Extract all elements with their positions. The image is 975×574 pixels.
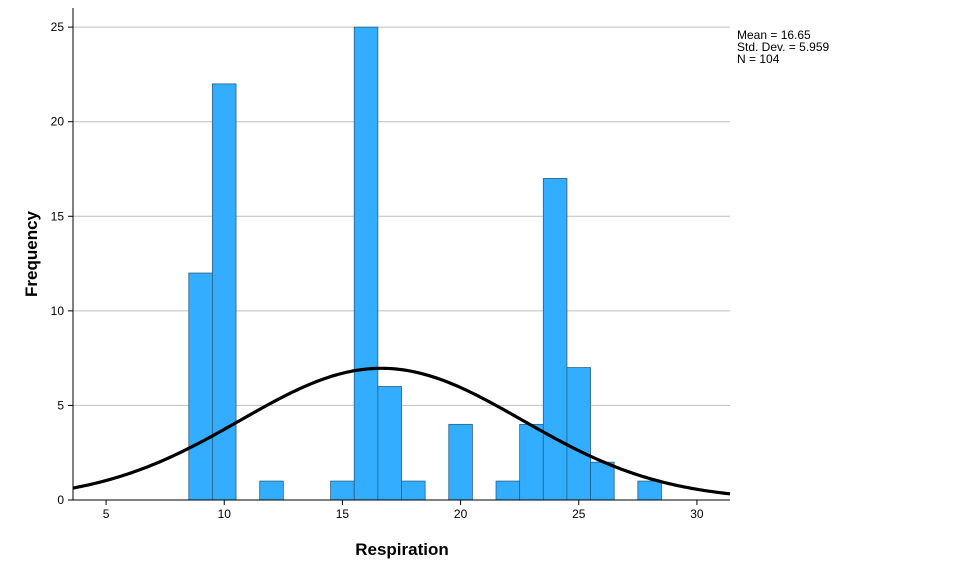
bar-9: [519, 423, 544, 501]
x-tick-label-3: 20: [454, 507, 468, 521]
x-axis-title: Respiration: [355, 540, 449, 559]
y-tick-label-3: 15: [51, 209, 65, 223]
y-tick-label-1: 5: [57, 398, 64, 412]
x-tick-label-1: 10: [218, 507, 232, 521]
histogram-bars: [188, 26, 662, 501]
y-axis-ticks: 0 5 10 15 20 25: [51, 20, 73, 507]
y-tick-label-0: 0: [57, 493, 64, 507]
y-tick-label-2: 10: [51, 304, 65, 318]
y-tick-label-5: 25: [51, 20, 65, 34]
x-tick-label-4: 25: [572, 507, 586, 521]
normal-curve: [72, 366, 731, 496]
bar-8: [495, 480, 521, 501]
bar-1: [212, 83, 237, 501]
bar-6: [401, 480, 426, 501]
x-axis-ticks: 5 10 15 20 25 30: [103, 500, 704, 521]
plot-frame: [72, 8, 730, 501]
bar-13: [637, 480, 662, 501]
bar-0: [188, 272, 213, 501]
x-tick-label-5: 30: [690, 507, 704, 521]
x-tick-label-0: 5: [103, 507, 110, 521]
y-axis-title: Frequency: [22, 210, 41, 297]
x-tick-label-2: 15: [336, 507, 350, 521]
bar-12: [590, 461, 615, 501]
bar-11: [566, 367, 591, 501]
grid-lines: [73, 26, 730, 406]
bar-7: [448, 423, 473, 501]
stat-line-2: N = 104: [737, 52, 780, 66]
bar-2: [259, 480, 284, 501]
bar-4: [353, 26, 379, 501]
y-tick-label-4: 20: [51, 115, 65, 129]
bar-5: [377, 386, 402, 501]
bar-10: [542, 178, 568, 501]
stat-line-1: Std. Dev. = 5.959: [737, 40, 829, 54]
bar-3: [330, 480, 355, 501]
stat-line-0: Mean = 16.65: [737, 28, 811, 42]
